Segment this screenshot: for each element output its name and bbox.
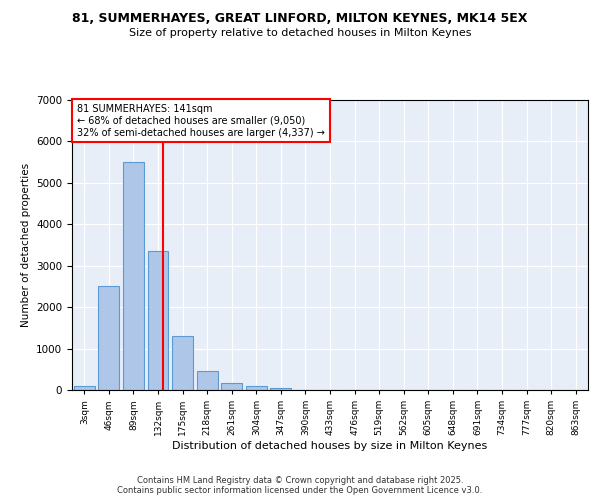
Bar [197,372,218,390]
Y-axis label: Number of detached properties: Number of detached properties [20,163,31,327]
Text: Contains HM Land Registry data © Crown copyright and database right 2025.
Contai: Contains HM Land Registry data © Crown c… [118,476,482,495]
Bar [271,388,292,390]
Bar [221,383,242,390]
Bar [148,251,169,390]
Bar [123,162,144,390]
Bar [98,286,119,390]
Bar [172,336,193,390]
Text: Size of property relative to detached houses in Milton Keynes: Size of property relative to detached ho… [129,28,471,38]
Text: 81, SUMMERHAYES, GREAT LINFORD, MILTON KEYNES, MK14 5EX: 81, SUMMERHAYES, GREAT LINFORD, MILTON K… [73,12,527,26]
Bar [74,386,95,390]
X-axis label: Distribution of detached houses by size in Milton Keynes: Distribution of detached houses by size … [172,441,488,451]
Text: 81 SUMMERHAYES: 141sqm
← 68% of detached houses are smaller (9,050)
32% of semi-: 81 SUMMERHAYES: 141sqm ← 68% of detached… [77,104,325,138]
Bar [246,386,267,390]
